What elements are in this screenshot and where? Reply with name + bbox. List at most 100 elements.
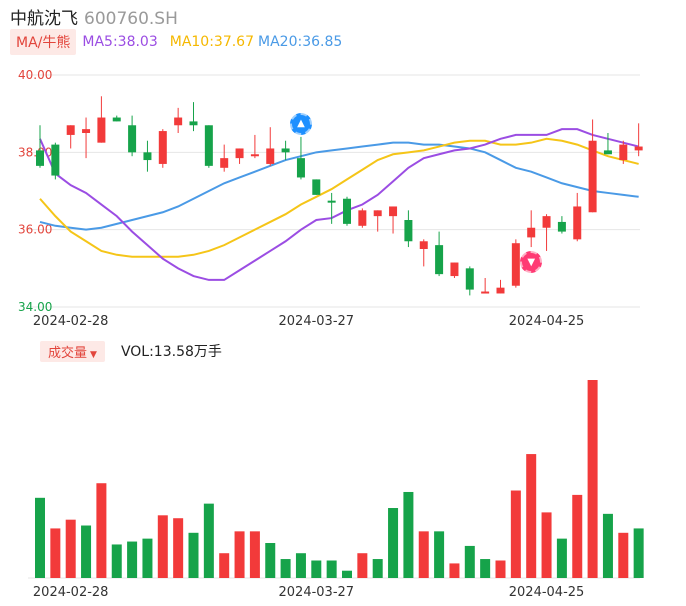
- volume-bar: [219, 553, 230, 578]
- candle-body: [557, 221, 566, 232]
- volume-bar: [602, 513, 613, 578]
- dropdown-triangle-icon: ▼: [90, 349, 97, 360]
- candle-body: [143, 152, 152, 161]
- candle-body: [496, 287, 505, 294]
- volume-bar: [541, 512, 552, 578]
- volume-bar: [265, 543, 276, 578]
- volume-bar: [295, 553, 306, 578]
- volume-bar: [526, 454, 537, 578]
- candle-body: [481, 291, 490, 294]
- candle-body: [404, 220, 413, 242]
- volume-bar: [35, 497, 45, 578]
- volume-bar: [65, 519, 76, 578]
- ma20-line: [39, 141, 639, 231]
- volume-bar: [173, 518, 184, 578]
- sell-signal-icon[interactable]: ▼: [520, 251, 543, 274]
- ma10-label: MA10:37.67: [169, 34, 255, 50]
- volume-bar: [388, 508, 399, 578]
- candle-body: [542, 216, 551, 228]
- volume-bar: [418, 531, 429, 578]
- candle-body: [82, 129, 91, 133]
- x-tick-label: 2024-02-28: [33, 314, 109, 329]
- candle-body: [112, 117, 121, 122]
- candle-body: [250, 154, 259, 157]
- volume-bar: [357, 553, 368, 578]
- candle-body: [204, 125, 213, 166]
- ma5-label: MA5:38.03: [82, 34, 158, 50]
- volume-bar: [372, 559, 383, 578]
- candle-body: [174, 117, 183, 126]
- y-tick-label: 34.00: [18, 300, 52, 314]
- volume-bar: [633, 528, 644, 578]
- ma5-line: [39, 128, 639, 281]
- volume-bar: [556, 538, 567, 578]
- volume-bar: [280, 559, 291, 578]
- candle-body: [235, 148, 244, 159]
- volume-bar: [203, 503, 214, 578]
- y-tick-label: 40.00: [18, 68, 52, 82]
- volume-bar: [342, 570, 352, 578]
- volume-legend: 成交量 ▼ VOL:13.58万手: [40, 340, 222, 362]
- candle-body: [327, 200, 336, 203]
- buy-signal-icon[interactable]: ▲: [289, 112, 312, 135]
- volume-value: VOL:13.58万手: [120, 344, 222, 360]
- candle-body: [511, 243, 520, 286]
- candle-body: [343, 198, 351, 224]
- candle-body: [527, 227, 536, 238]
- candle-body: [36, 150, 44, 166]
- candle-body: [634, 146, 643, 151]
- candle-body: [189, 121, 198, 126]
- candle-body: [158, 131, 167, 164]
- stock-code: 600760.SH: [84, 9, 178, 29]
- ma-legend: MA/牛熊 MA5:38.03 MA10:37.67 MA20:36.85: [10, 29, 346, 55]
- volume-bar: [81, 525, 92, 578]
- volume-bar: [111, 544, 122, 578]
- candle-body: [619, 144, 628, 161]
- volume-bar: [480, 559, 491, 578]
- stock-name: 中航沈飞: [10, 9, 78, 29]
- volume-indicator-label: 成交量: [48, 345, 88, 361]
- candle-body: [220, 158, 229, 168]
- candle-body: [450, 262, 459, 277]
- candle-body: [389, 206, 398, 217]
- stock-title: 中航沈飞 600760.SH: [10, 4, 178, 29]
- candle-body: [281, 148, 290, 153]
- candle-body: [373, 210, 382, 217]
- volume-bar: [618, 532, 629, 578]
- candle-body: [419, 241, 428, 249]
- ma20-label: MA20:36.85: [258, 34, 343, 50]
- x-tick-label: 2024-04-25: [509, 314, 585, 329]
- ma10-line: [39, 137, 639, 258]
- volume-bar: [326, 560, 337, 578]
- ma-indicator-button[interactable]: MA/牛熊: [10, 29, 77, 55]
- volume-bar: [587, 380, 598, 578]
- volume-bar: [50, 528, 61, 578]
- volume-indicator-button[interactable]: 成交量 ▼: [40, 340, 105, 362]
- candle-body: [465, 268, 474, 290]
- candle-body: [128, 125, 137, 153]
- candle-body: [51, 144, 60, 176]
- volume-bar: [127, 541, 138, 578]
- volume-bar: [249, 531, 260, 578]
- candle-body: [312, 179, 321, 195]
- candle-body: [266, 148, 275, 164]
- candle-body: [603, 150, 612, 155]
- volume-bar: [449, 563, 460, 578]
- candle-body: [573, 206, 582, 240]
- x-tick-label: 2024-03-27: [279, 314, 355, 329]
- volume-bar: [142, 538, 153, 578]
- candle-body: [358, 210, 367, 226]
- volume-bar: [157, 515, 168, 578]
- volume-bar: [434, 531, 445, 578]
- volume-bar: [403, 491, 414, 578]
- candle-body: [435, 245, 444, 275]
- candle-body: [97, 117, 106, 143]
- volume-bar: [188, 532, 199, 578]
- candle-body: [66, 125, 75, 135]
- volume-bar: [464, 545, 475, 578]
- volume-bar: [96, 483, 107, 578]
- volume-bar: [234, 531, 245, 578]
- y-tick-label: 36.00: [18, 223, 52, 237]
- volume-bar: [572, 494, 583, 578]
